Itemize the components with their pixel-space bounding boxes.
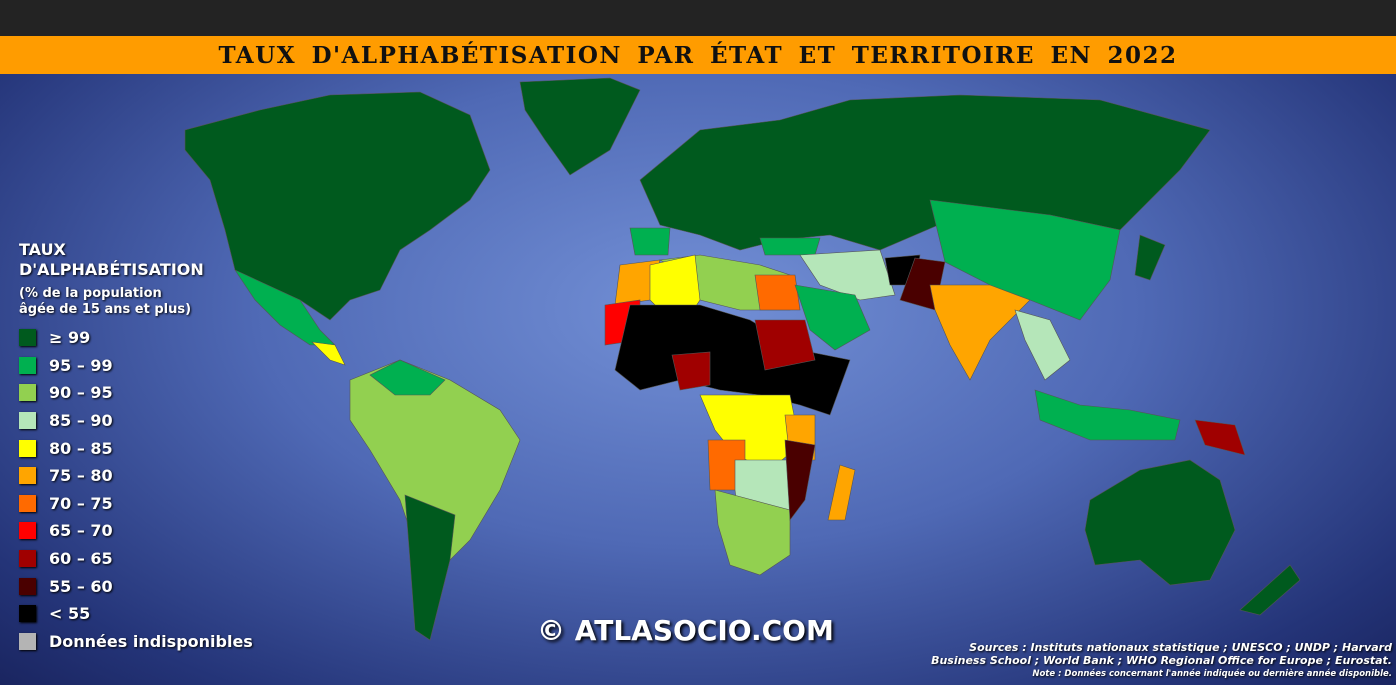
region-new-zealand [1239, 564, 1301, 616]
legend-title-line1: TAUX [19, 240, 66, 259]
legend-item: 60 – 65 [19, 545, 253, 573]
legend-item: 75 – 80 [19, 462, 253, 490]
legend-item: 70 – 75 [19, 490, 253, 518]
legend-subtitle-line2: âgée de 15 ans et plus) [19, 302, 192, 317]
region-argentina [404, 494, 456, 641]
legend-item: < 55 [19, 600, 253, 628]
legend-swatch [19, 522, 36, 540]
region-venezuela [369, 359, 446, 396]
region-australia [1084, 459, 1236, 586]
legend-label: 85 – 90 [49, 411, 113, 431]
region-greenland [519, 77, 641, 176]
legend-label: 70 – 75 [49, 493, 113, 513]
legend-swatch [19, 550, 36, 568]
legend-swatch [19, 356, 36, 374]
top-bar [0, 0, 1396, 36]
legend-swatch [19, 494, 36, 512]
sources-line1: Sources : Instituts nationaux statistiqu… [969, 641, 1392, 654]
region-central-america [311, 341, 346, 366]
legend-label: 65 – 70 [49, 521, 113, 541]
legend-item: 80 – 85 [19, 434, 253, 462]
region-south-america [349, 359, 521, 561]
region-india [929, 284, 1031, 381]
region-eurasia-north [639, 94, 1211, 251]
legend-item: 95 – 99 [19, 352, 253, 380]
title-bar: TAUX D'ALPHABÉTISATION PAR ÉTAT ET TERRI… [0, 36, 1396, 74]
legend-item: 90 – 95 [19, 379, 253, 407]
world-map [184, 77, 1301, 641]
legend-item: Données indisponibles [19, 628, 253, 656]
map-title: TAUX D'ALPHABÉTISATION PAR ÉTAT ET TERRI… [218, 41, 1178, 69]
region-middle-east [799, 249, 896, 301]
legend: TAUX D'ALPHABÉTISATION (% de la populati… [19, 240, 253, 655]
region-sahel [614, 304, 851, 416]
legend-swatch [19, 632, 36, 650]
legend-label: 90 – 95 [49, 383, 113, 403]
legend-item: 85 – 90 [19, 407, 253, 435]
region-papua [1194, 419, 1246, 456]
region-nigeria [671, 351, 711, 391]
region-egypt [754, 274, 801, 311]
region-sudan [754, 319, 816, 371]
region-japan [1134, 234, 1166, 281]
legend-swatch [19, 439, 36, 457]
region-iberia [629, 227, 671, 256]
legend-label: Données indisponibles [49, 631, 253, 651]
region-east-asia [929, 199, 1121, 321]
region-indonesia [1034, 389, 1181, 441]
legend-label: 95 – 99 [49, 355, 113, 375]
legend-title-line2: D'ALPHABÉTISATION [19, 260, 204, 279]
legend-label: 60 – 65 [49, 549, 113, 569]
region-madagascar [827, 464, 856, 521]
legend-swatch [19, 329, 36, 347]
sources: Sources : Instituts nationaux statistiqu… [931, 641, 1392, 681]
region-north-america [184, 91, 491, 321]
legend-label: 75 – 80 [49, 466, 113, 486]
legend-swatch [19, 412, 36, 430]
region-arabia [794, 284, 871, 351]
region-southeast-asia [1014, 309, 1071, 381]
legend-subtitle-line1: (% de la population [19, 286, 162, 301]
legend-item: ≥ 99 [19, 324, 253, 352]
legend-item: 65 – 70 [19, 517, 253, 545]
region-mozambique [784, 439, 816, 521]
legend-swatch [19, 577, 36, 595]
legend-item: 55 – 60 [19, 572, 253, 600]
note: Note : Données concernant l'année indiqu… [1032, 669, 1392, 679]
legend-swatch [19, 605, 36, 623]
legend-label: ≥ 99 [49, 328, 91, 348]
legend-label: 80 – 85 [49, 438, 113, 458]
sources-line2: Business School ; World Bank ; WHO Regio… [931, 654, 1392, 667]
legend-swatch [19, 384, 36, 402]
region-turkey [759, 237, 821, 256]
legend-label: < 55 [49, 604, 91, 624]
legend-swatch [19, 467, 36, 485]
legend-label: 55 – 60 [49, 576, 113, 596]
copyright: © ATLASOCIO.COM [537, 614, 834, 647]
